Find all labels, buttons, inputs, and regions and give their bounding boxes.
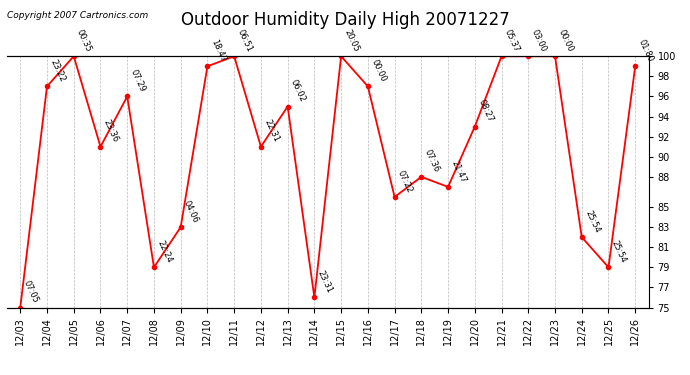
Text: 20:05: 20:05 — [342, 28, 361, 54]
Text: 06:02: 06:02 — [289, 78, 307, 104]
Text: 23:22: 23:22 — [48, 58, 67, 84]
Text: 00:00: 00:00 — [369, 58, 388, 84]
Text: Outdoor Humidity Daily High 20071227: Outdoor Humidity Daily High 20071227 — [181, 11, 509, 29]
Text: 07:22: 07:22 — [396, 169, 414, 194]
Text: 00:00: 00:00 — [556, 28, 575, 54]
Text: 07:05: 07:05 — [21, 279, 40, 305]
Text: 21:47: 21:47 — [449, 159, 468, 184]
Text: 01:80: 01:80 — [637, 38, 655, 63]
Text: Copyright 2007 Cartronics.com: Copyright 2007 Cartronics.com — [7, 11, 148, 20]
Text: 06:51: 06:51 — [235, 28, 254, 54]
Text: 23:31: 23:31 — [316, 269, 334, 295]
Text: 25:54: 25:54 — [583, 209, 602, 234]
Text: 22:24: 22:24 — [155, 239, 174, 264]
Text: 18:47: 18:47 — [209, 38, 227, 63]
Text: 25:54: 25:54 — [610, 239, 628, 264]
Text: 22:31: 22:31 — [262, 118, 281, 144]
Text: 05:37: 05:37 — [503, 28, 521, 54]
Text: 03:00: 03:00 — [530, 28, 548, 54]
Text: 08:27: 08:27 — [476, 98, 495, 124]
Text: 00:35: 00:35 — [75, 28, 93, 54]
Text: 07:29: 07:29 — [128, 68, 147, 94]
Text: 07:36: 07:36 — [423, 148, 441, 174]
Text: 04:06: 04:06 — [182, 199, 200, 224]
Text: 23:36: 23:36 — [102, 118, 120, 144]
